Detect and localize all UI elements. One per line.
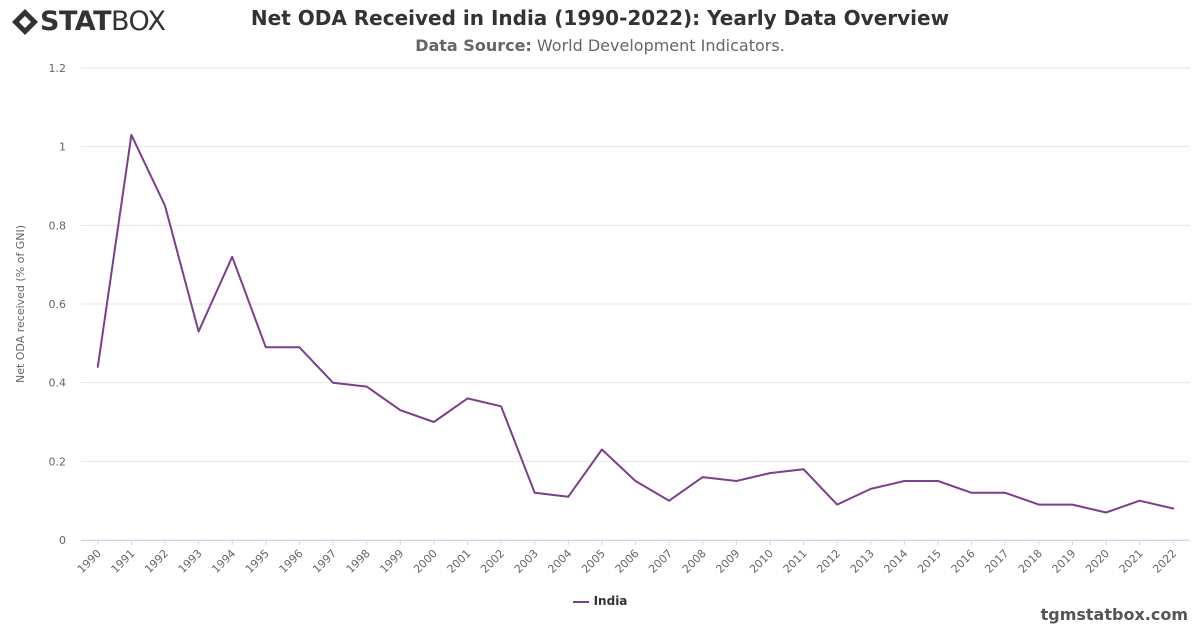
x-tick-label: 1992 <box>142 547 171 576</box>
y-tick-label: 0.6 <box>49 298 67 311</box>
x-tick-label: 1990 <box>75 547 104 576</box>
x-tick-label: 1995 <box>243 547 272 576</box>
x-tick-label: 2016 <box>949 547 978 576</box>
x-tick-label: 2021 <box>1117 547 1146 576</box>
brand-logo: STATBOX <box>10 6 166 37</box>
x-tick-label: 2013 <box>848 547 877 576</box>
y-tick-label: 0.8 <box>49 219 67 232</box>
x-tick-label: 2009 <box>713 547 742 576</box>
x-tick-label: 2004 <box>545 547 574 576</box>
x-tick-label: 2019 <box>1050 547 1079 576</box>
y-tick-label: 0.4 <box>49 377 67 390</box>
y-axis-title: Net ODA received (% of GNI) <box>14 225 27 383</box>
x-tick-label: 1997 <box>310 547 339 576</box>
legend-label-india: India <box>593 594 628 608</box>
x-tick-label: 2010 <box>747 547 776 576</box>
x-tick-label: 2012 <box>814 547 843 576</box>
x-tick-label: 2005 <box>579 547 608 576</box>
brand-wordmark: STATBOX <box>40 6 166 37</box>
chart-title: Net ODA Received in India (1990-2022): Y… <box>250 6 950 30</box>
watermark: tgmstatbox.com <box>1040 605 1188 624</box>
y-tick-label: 0 <box>59 534 66 547</box>
x-tick-label: 2001 <box>445 547 474 576</box>
y-tick-label: 1.2 <box>49 62 67 75</box>
series-line-india <box>96 133 1175 514</box>
subtitle-value: World Development Indicators. <box>531 36 785 55</box>
legend[interactable]: India <box>0 594 1200 608</box>
x-tick-label: 2022 <box>1150 547 1179 576</box>
x-tick-label: 2011 <box>781 547 810 576</box>
chart-subtitle: Data Source: World Development Indicator… <box>0 36 1200 55</box>
x-tick-label: 1996 <box>277 547 306 576</box>
x-tick-label: 2017 <box>982 547 1011 576</box>
x-tick-label: 2007 <box>646 547 675 576</box>
x-tick-label: 1994 <box>209 547 238 576</box>
x-tick-label: 1999 <box>377 547 406 576</box>
x-tick-label: 1991 <box>109 547 138 576</box>
x-tick-label: 2000 <box>411 547 440 576</box>
x-tick-label: 2002 <box>478 547 507 576</box>
x-tick-label: 2018 <box>1016 547 1045 576</box>
y-tick-label: 0.2 <box>49 455 67 468</box>
x-tick-label: 2006 <box>613 547 642 576</box>
x-tick-label: 2020 <box>1083 547 1112 576</box>
x-tick-label: 1998 <box>344 547 373 576</box>
diamond-logo-icon <box>12 8 38 35</box>
x-tick-label: 2008 <box>680 547 709 576</box>
legend-swatch-india <box>572 600 589 603</box>
y-tick-label: 1 <box>59 141 66 154</box>
x-tick-label: 1993 <box>176 547 205 576</box>
subtitle-label: Data Source: <box>415 36 532 55</box>
x-tick-label: 2014 <box>881 547 910 576</box>
x-tick-label: 2003 <box>512 547 541 576</box>
x-tick-label: 2015 <box>915 547 944 576</box>
